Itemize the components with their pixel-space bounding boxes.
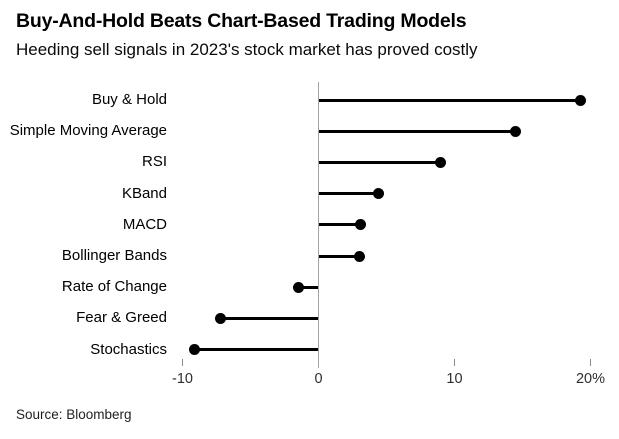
lollipop-stem: [298, 285, 319, 289]
lollipop-dot: [575, 94, 587, 106]
lollipop-stem: [194, 348, 319, 352]
lollipop-dot: [353, 250, 365, 262]
lollipop-stem: [318, 254, 360, 258]
category-label: Rate of Change: [61, 278, 167, 296]
source-note: Source: Bloomberg: [16, 407, 132, 422]
x-axis-tick-mark: [590, 359, 591, 366]
lollipop-dot: [292, 281, 304, 293]
category-label: Bollinger Bands: [61, 247, 167, 264]
x-axis-tick-mark: [454, 359, 455, 366]
category-label: Buy & Hold: [91, 91, 167, 108]
x-axis-tick-label: 10: [446, 371, 463, 387]
x-axis-tick-label: 20%: [575, 371, 606, 387]
x-axis-tick-label: 0: [314, 371, 323, 387]
category-label: Stochastics: [90, 340, 167, 358]
category-label: RSI: [141, 153, 167, 171]
lollipop-dot: [355, 219, 367, 231]
x-axis-tick-mark: [182, 359, 183, 366]
lollipop-dot: [510, 125, 522, 137]
category-label: KBand: [121, 184, 167, 202]
lollipop-dot: [435, 156, 447, 168]
lollipop-dot: [215, 312, 227, 324]
lollipop-dot: [189, 344, 201, 356]
lollipop-dot: [372, 188, 384, 200]
lollipop-stem: [318, 192, 379, 196]
category-label: Fear & Greed: [76, 309, 167, 327]
chart-header: Buy-And-Hold Beats Chart-Based Trading M…: [16, 10, 606, 61]
category-label: MACD: [122, 215, 167, 233]
x-axis-tick-label: -10: [172, 371, 193, 387]
lollipop-stem: [318, 129, 516, 133]
lollipop-stem: [318, 98, 581, 102]
lollipop-stem: [220, 316, 319, 320]
lollipop-stem: [318, 160, 441, 164]
chart-title: Buy-And-Hold Beats Chart-Based Trading M…: [16, 10, 467, 32]
lollipop-stem: [318, 223, 361, 227]
chart-subtitle: Heeding sell signals in 2023's stock mar…: [16, 40, 478, 59]
category-label: Simple Moving Average: [9, 122, 167, 140]
